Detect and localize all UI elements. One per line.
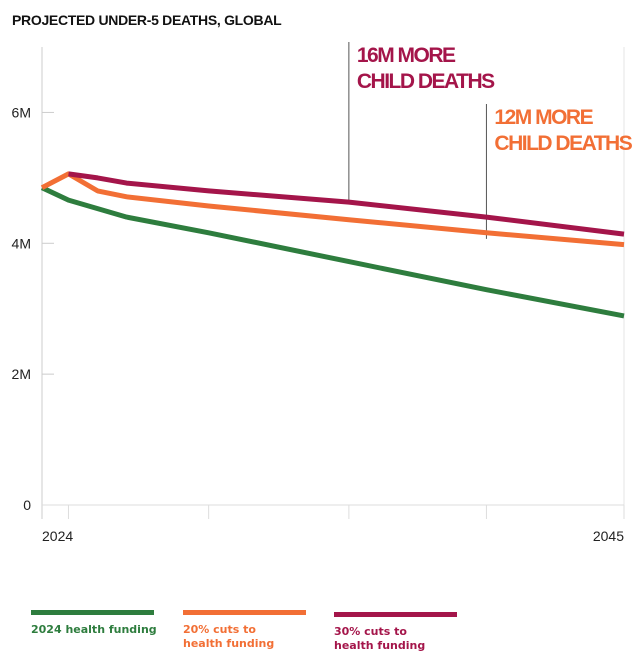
y-tick-label: 0: [23, 497, 31, 513]
series-lines: [40, 171, 625, 319]
legend-swatch: [31, 610, 154, 615]
y-tick-label: 4M: [12, 235, 31, 251]
legend-item-20pct-cuts: 20% cuts to health funding: [183, 610, 306, 651]
legend-swatch: [334, 612, 457, 617]
legend-label: 20% cuts to health funding: [183, 623, 275, 650]
annotation-text-line2: CHILD DEATHS: [357, 70, 495, 93]
legend-item-2024-funding: 2024 health funding: [31, 610, 157, 637]
annotation-text-line1: 16M MORE: [357, 44, 456, 67]
x-tick-label: 2045: [593, 528, 624, 544]
legend-label: 2024 health funding: [31, 623, 157, 636]
chart-title: PROJECTED UNDER-5 DEATHS, GLOBAL: [12, 12, 282, 28]
series-line-30pct-cuts: [68, 171, 625, 237]
legend-item-30pct-cuts: 30% cuts to health funding: [334, 612, 457, 653]
series-line-2024-funding: [40, 185, 625, 319]
line-chart: 0 2M 4M 6M 2024 2045 16M MORE CHILD DEATHS 12M …: [12, 42, 634, 544]
y-tick-label: 2M: [12, 366, 31, 382]
y-tick-label: 6M: [12, 104, 31, 120]
axes: 0 2M 4M 6M 2024 2045: [12, 47, 625, 544]
legend-swatch: [183, 610, 306, 615]
legend-label: 30% cuts to health funding: [334, 625, 426, 652]
annotation-text-line1: 12M MORE: [494, 106, 593, 129]
annotations: 16M MORE CHILD DEATHS 12M MORE CHILD DEATHS: [348, 42, 634, 239]
annotation-text-line2: CHILD DEATHS: [494, 132, 632, 155]
x-tick-label: 2024: [42, 528, 73, 544]
